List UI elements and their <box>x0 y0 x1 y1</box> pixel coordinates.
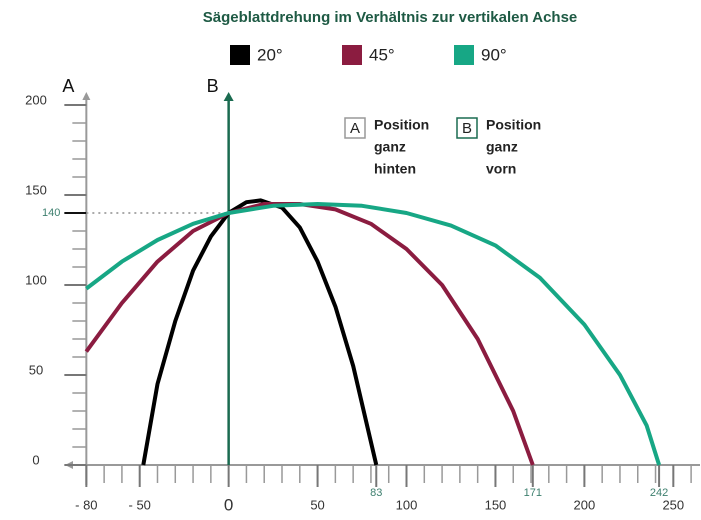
x-tick-label: - 80 <box>75 497 97 512</box>
chart: Sägeblattdrehung im Verhältnis zur verti… <box>0 0 701 520</box>
b-axis-arrow <box>224 92 234 101</box>
x-tick-label: 0 <box>224 495 233 514</box>
annotation-text: ganz <box>486 139 518 155</box>
legend-label: 45° <box>369 45 395 64</box>
annotation-text: hinten <box>374 161 416 177</box>
annotation-letter: B <box>462 120 472 137</box>
annotation-text: vorn <box>486 161 516 177</box>
x-tick-label: 100 <box>396 497 418 512</box>
legend-label: 20° <box>257 45 283 64</box>
y-axis-arrow <box>82 92 90 100</box>
annotation-text: Position <box>374 117 429 133</box>
x-tick-label: 200 <box>574 497 596 512</box>
legend-label: 90° <box>481 45 507 64</box>
y-tick-label: 100 <box>25 272 47 287</box>
x-tick-label: 83 <box>370 487 382 499</box>
b-axis-label: B <box>207 76 219 96</box>
y-tick-label: 50 <box>29 362 43 377</box>
y-axis-label: A <box>62 76 74 96</box>
legend-swatch <box>230 45 250 65</box>
line-series <box>143 200 376 465</box>
y-tick-label: 0 <box>32 452 39 467</box>
x-tick-label: 150 <box>485 497 507 512</box>
legend-swatch <box>454 45 474 65</box>
annotation-text: Position <box>486 117 541 133</box>
y-tick-label: 150 <box>25 182 47 197</box>
x-tick-label: - 50 <box>129 497 151 512</box>
y-tick-label: 200 <box>25 92 47 107</box>
x-tick-label: 250 <box>662 497 684 512</box>
y-tick-label: 140 <box>42 207 60 219</box>
legend-swatch <box>342 45 362 65</box>
annotation-letter: A <box>350 120 360 137</box>
annotation-text: ganz <box>374 139 406 155</box>
chart-title: Sägeblattdrehung im Verhältnis zur verti… <box>203 9 578 26</box>
x-tick-label: 171 <box>524 487 542 499</box>
x-tick-label: 50 <box>310 497 324 512</box>
